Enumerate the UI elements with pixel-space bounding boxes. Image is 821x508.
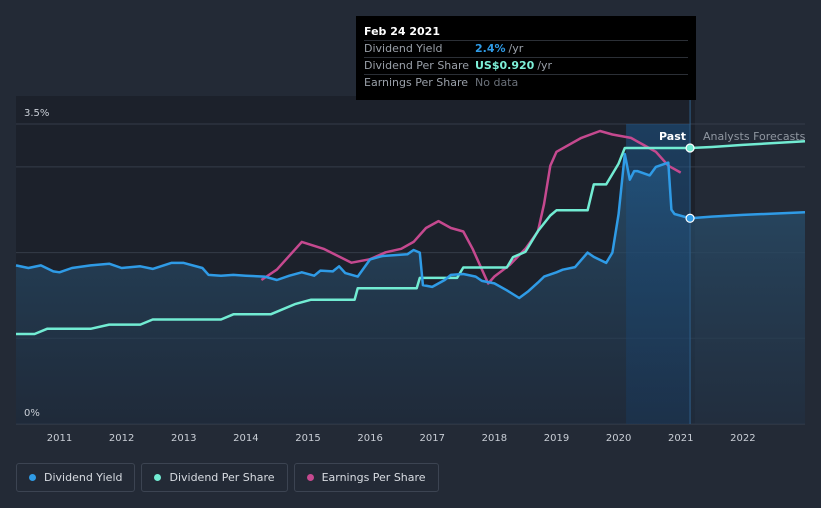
tooltip-value: 2.4% [475, 42, 506, 55]
tooltip-value: US$0.920 [475, 59, 535, 72]
legend-dot-icon [29, 474, 36, 481]
tooltip-row-earnings-per-share: Earnings Per Share No data [364, 74, 688, 91]
legend-label: Dividend Yield [44, 471, 123, 484]
x-tick-label: 2018 [482, 433, 507, 444]
highlight-band [626, 124, 691, 424]
x-tick-label: 2012 [109, 433, 134, 444]
forecast-label: Analysts Forecasts [703, 130, 806, 143]
earnings-per-share-line [260, 129, 682, 285]
x-tick-label: 2017 [420, 433, 445, 444]
dividend-yield-point[interactable] [685, 213, 695, 223]
dividend-per-share-point[interactable] [685, 143, 695, 153]
x-tick-label: 2015 [295, 433, 320, 444]
x-tick-label: 2016 [357, 433, 382, 444]
y-tick-top: 3.5% [24, 108, 49, 119]
legend-dividend-yield[interactable]: Dividend Yield [16, 463, 136, 492]
tooltip-row-dividend-yield: Dividend Yield 2.4% /yr [364, 40, 688, 57]
tooltip-label: Dividend Yield [364, 42, 443, 55]
tooltip-unit: /yr [537, 59, 553, 72]
tooltip-date: Feb 24 2021 [364, 25, 440, 38]
y-tick-bottom: 0% [24, 408, 40, 419]
x-tick-label: 2020 [606, 433, 631, 444]
x-tick-label: 2011 [47, 433, 72, 444]
x-tick-label: 2021 [668, 433, 693, 444]
x-tick-label: 2013 [171, 433, 196, 444]
x-tick-label: 2022 [730, 433, 755, 444]
tooltip-label: Earnings Per Share [364, 76, 469, 89]
legend-dot-icon [306, 474, 314, 481]
x-axis: 2011 2012 2013 2014 2015 2016 2017 2018 2019 2020… [47, 433, 756, 444]
dividend-per-share-line [16, 139, 806, 336]
past-label: Past [659, 130, 686, 143]
legend-label: Dividend Per Share [169, 471, 275, 484]
x-tick-label: 2019 [544, 433, 569, 444]
legend-dot-icon [154, 474, 162, 481]
legend: Dividend Yield Dividend Per Share Earnin… [16, 463, 439, 492]
legend-earnings-per-share[interactable]: Earnings Per Share [293, 463, 439, 492]
tooltip-value: No data [475, 76, 519, 89]
tooltip: Feb 24 2021 Dividend Yield 2.4% /yr Divi… [356, 16, 696, 100]
tooltip-unit: /yr [508, 42, 524, 55]
legend-dividend-per-share[interactable]: Dividend Per Share [141, 463, 288, 492]
x-tick-label: 2014 [233, 433, 258, 444]
tooltip-row-dividend-per-share: Dividend Per Share US$0.920 /yr [364, 57, 688, 74]
legend-label: Earnings Per Share [321, 471, 426, 484]
tooltip-label: Dividend Per Share [364, 59, 470, 72]
dividend-yield-line [15, 152, 806, 300]
